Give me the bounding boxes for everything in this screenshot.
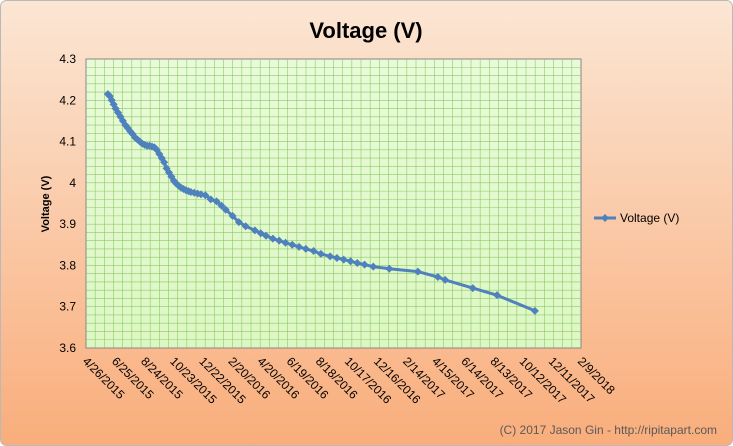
data-point: [468, 284, 477, 293]
data-point: [217, 201, 226, 210]
data-point: [346, 257, 355, 266]
y-tick-label: 4.2: [59, 93, 76, 107]
data-point: [301, 244, 310, 253]
data-point: [433, 272, 442, 281]
y-tick-label: 4.1: [59, 135, 76, 149]
y-axis-tick-labels: 3.6 3.7 3.8 3.9 4 4.1 4.2 4.3: [59, 52, 76, 355]
data-point: [309, 246, 318, 255]
y-tick-label: 3.8: [59, 258, 76, 272]
data-point: [339, 255, 348, 264]
y-axis-label: Voltage (V): [40, 175, 52, 232]
legend: Voltage (V): [594, 211, 679, 225]
data-point: [326, 252, 335, 261]
data-point: [275, 236, 284, 245]
data-point: [316, 249, 325, 258]
y-tick-label: 3.9: [59, 217, 76, 231]
data-point: [493, 291, 502, 300]
y-tick-label: 4.3: [59, 52, 76, 66]
data-point: [234, 218, 243, 227]
legend-label: Voltage (V): [620, 211, 679, 225]
data-point: [441, 275, 450, 284]
copyright-text: (C) 2017 Jason Gin - http://ripitapart.c…: [500, 423, 717, 437]
legend-marker: [601, 214, 609, 222]
data-point: [262, 231, 271, 240]
chart-title: Voltage (V): [309, 18, 422, 43]
data-point: [332, 253, 341, 262]
data-point: [201, 191, 210, 200]
y-tick-label: 4: [69, 176, 76, 190]
data-point: [250, 226, 259, 235]
data-point: [160, 158, 169, 167]
y-tick-label: 3.7: [59, 300, 76, 314]
data-point: [353, 258, 362, 267]
data-point: [385, 264, 394, 273]
data-point: [360, 260, 369, 269]
data-point: [288, 240, 297, 249]
data-point: [212, 197, 221, 206]
data-point: [295, 242, 304, 251]
data-point: [228, 211, 237, 220]
data-point: [530, 306, 539, 315]
series-layer: [103, 90, 539, 315]
data-point: [281, 238, 290, 247]
grid-lines: [86, 59, 581, 348]
data-point: [369, 262, 378, 271]
y-tick-label: 3.6: [59, 341, 76, 355]
data-point: [241, 222, 250, 231]
data-point: [221, 205, 230, 214]
data-point: [268, 234, 277, 243]
data-point: [413, 267, 422, 276]
